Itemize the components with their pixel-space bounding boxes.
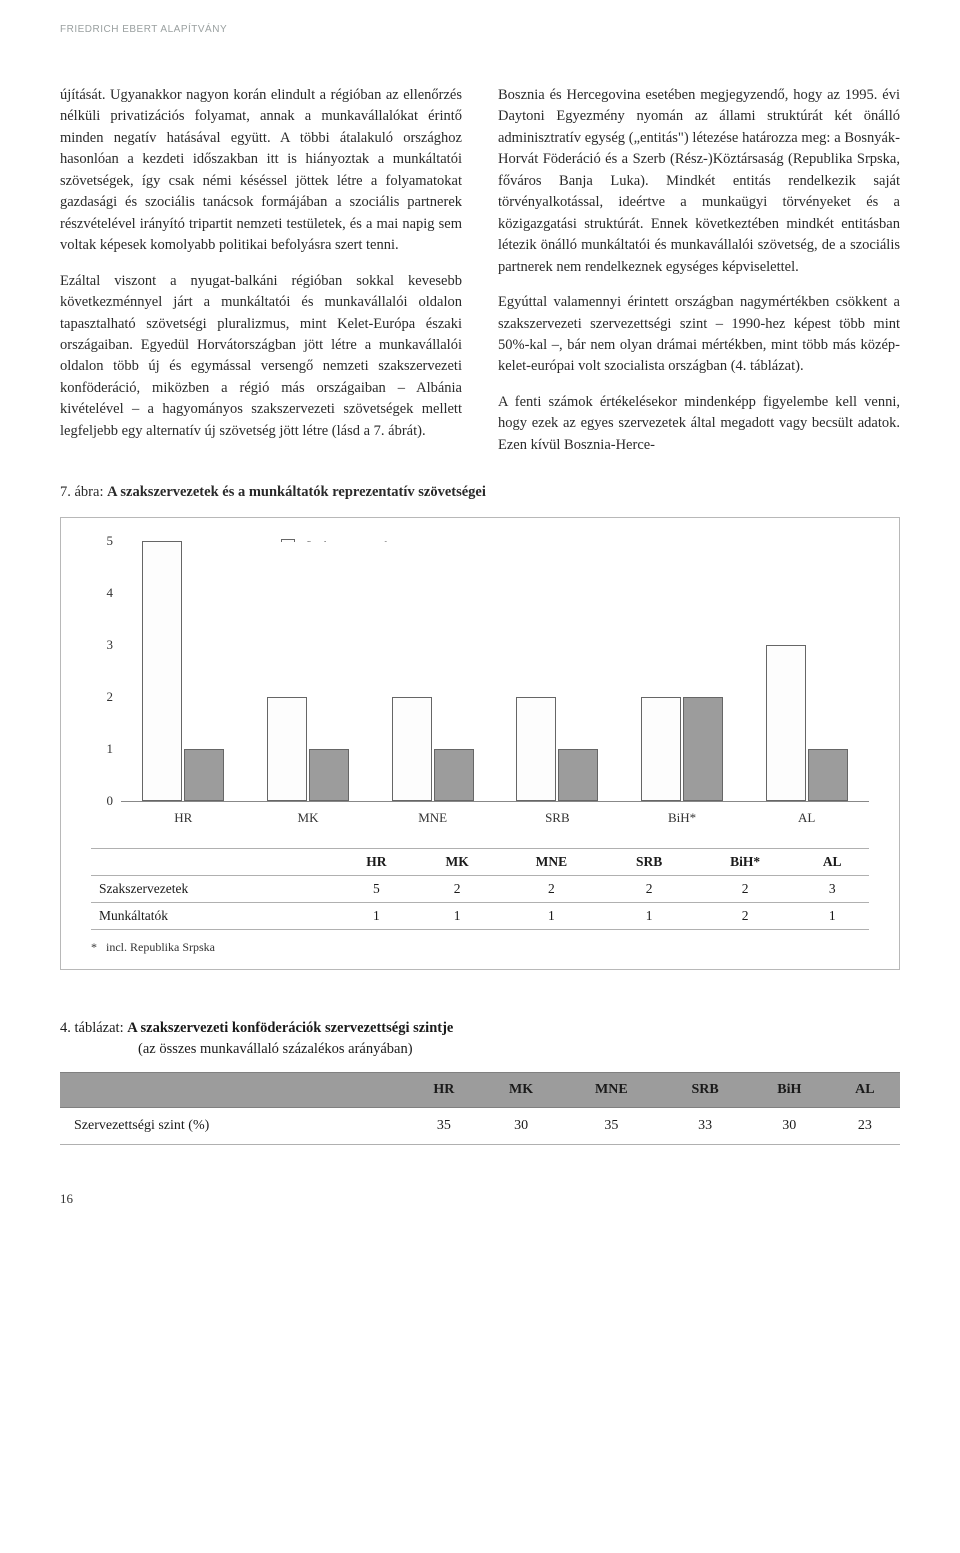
chart-area: 012345 HRMKMNESRBBiH*AL xyxy=(121,542,869,842)
xlabel: HR xyxy=(121,810,246,826)
table-4-title: 4. táblázat: A szakszervezeti konföderác… xyxy=(60,1020,900,1037)
data-table-header-row: HRMKMNESRBBiH*AL xyxy=(91,849,869,876)
bar-employers xyxy=(808,749,848,801)
bar-unions xyxy=(766,645,806,801)
chart-plot: 012345 xyxy=(121,542,869,802)
right-paragraph-2: Egyúttal valamennyi érintett országban n… xyxy=(498,292,900,378)
table-4-header-cell xyxy=(60,1073,407,1108)
ytick-label: 3 xyxy=(93,637,113,653)
xlabel: SRB xyxy=(495,810,620,826)
table-4-cell: 23 xyxy=(830,1108,900,1145)
data-table-cell: 1 xyxy=(415,903,499,930)
data-table-header-cell: SRB xyxy=(603,849,695,876)
bar-employers xyxy=(558,749,598,801)
bar-employers xyxy=(683,697,723,801)
data-table-cell: 5 xyxy=(338,876,415,903)
table-4-header-cell: AL xyxy=(830,1073,900,1108)
table-4-header-cell: BiH xyxy=(749,1073,830,1108)
bar-unions xyxy=(142,541,182,801)
table-4: HRMKMNESRBBiHAL Szervezettségi szint (%)… xyxy=(60,1072,900,1145)
xlabel: MNE xyxy=(370,810,495,826)
table-4-cell: 30 xyxy=(749,1108,830,1145)
bar-group xyxy=(744,542,869,801)
data-table-cell: 3 xyxy=(795,876,869,903)
data-table-header-cell: AL xyxy=(795,849,869,876)
table-4-cell: 33 xyxy=(661,1108,749,1145)
table-4-cell: 35 xyxy=(561,1108,661,1145)
left-column: újítását. Ugyanakkor nagyon korán elindu… xyxy=(60,85,462,456)
bar-unions xyxy=(392,697,432,801)
bar-employers xyxy=(434,749,474,801)
data-table-cell: Szakszervezetek xyxy=(91,876,338,903)
data-table-cell: 2 xyxy=(499,876,603,903)
table-4-header-cell: HR xyxy=(407,1073,481,1108)
bar-unions xyxy=(516,697,556,801)
chart-footnote: * incl. Republika Srpska xyxy=(91,940,869,955)
xlabel: MK xyxy=(246,810,371,826)
ytick-label: 5 xyxy=(93,533,113,549)
table-4-header-cell: MNE xyxy=(561,1073,661,1108)
data-table-cell: 2 xyxy=(603,876,695,903)
data-table-header-cell: HR xyxy=(338,849,415,876)
ytick-label: 2 xyxy=(93,689,113,705)
table-4-prefix: 4. táblázat: xyxy=(60,1020,127,1036)
data-table-cell: 2 xyxy=(695,876,796,903)
data-table-cell: 1 xyxy=(338,903,415,930)
bar-employers xyxy=(309,749,349,801)
body-columns: újítását. Ugyanakkor nagyon korán elindu… xyxy=(60,85,900,456)
data-table-cell: 1 xyxy=(499,903,603,930)
figure-7-title-bold: A szakszervezetek és a munkáltatók repre… xyxy=(107,484,486,500)
table-4-header-row: HRMKMNESRBBiHAL xyxy=(60,1073,900,1108)
data-table-cell: 1 xyxy=(603,903,695,930)
table-4-cell: Szervezettségi szint (%) xyxy=(60,1108,407,1145)
ytick-label: 1 xyxy=(93,741,113,757)
table-4-subtitle: (az összes munkavállaló százalékos arány… xyxy=(138,1041,900,1058)
data-table-header-blank xyxy=(91,849,338,876)
chart-data-table: HRMKMNESRBBiH*AL Szakszervezetek522223 M… xyxy=(91,848,869,930)
right-paragraph-1: Bosznia és Hercegovina esetében megjegyz… xyxy=(498,85,900,278)
bar-group xyxy=(495,542,620,801)
ytick-label: 0 xyxy=(93,793,113,809)
xlabel: BiH* xyxy=(620,810,745,826)
right-column: Bosznia és Hercegovina esetében megjegyz… xyxy=(498,85,900,456)
table-4-header-cell: MK xyxy=(481,1073,562,1108)
bar-unions xyxy=(267,697,307,801)
figure-7-chart: Szakszervezetek Munkáltatók 012345 HRMKM… xyxy=(60,517,900,970)
right-paragraph-3: A fenti számok értékelésekor mindenképp … xyxy=(498,392,900,456)
left-paragraph-1: újítását. Ugyanakkor nagyon korán elindu… xyxy=(60,85,462,257)
footnote-text: incl. Republika Srpska xyxy=(106,940,215,954)
table-4-cell: 30 xyxy=(481,1108,562,1145)
page-number: 16 xyxy=(60,1191,900,1207)
data-table-cell: Munkáltatók xyxy=(91,903,338,930)
data-table-cell: 1 xyxy=(795,903,869,930)
figure-7-prefix: 7. ábra: xyxy=(60,484,107,500)
table-4-title-bold: A szakszervezeti konföderációk szervezet… xyxy=(127,1020,453,1036)
figure-7-title: 7. ábra: A szakszervezetek és a munkálta… xyxy=(60,484,900,501)
xlabel: AL xyxy=(744,810,869,826)
bar-unions xyxy=(641,697,681,801)
data-table-cell: 2 xyxy=(695,903,796,930)
ytick-label: 4 xyxy=(93,585,113,601)
bar-group xyxy=(370,542,495,801)
chart-xlabels: HRMKMNESRBBiH*AL xyxy=(121,810,869,826)
data-table-cell: 2 xyxy=(415,876,499,903)
bar-group xyxy=(246,542,371,801)
data-table-header-cell: BiH* xyxy=(695,849,796,876)
data-table-header-cell: MK xyxy=(415,849,499,876)
page-header: FRIEDRICH EBERT ALAPÍTVÁNY xyxy=(60,24,900,35)
table-4-header-cell: SRB xyxy=(661,1073,749,1108)
data-table-row-unions: Szakszervezetek522223 xyxy=(91,876,869,903)
table-4-data-row: Szervezettségi szint (%)353035333023 xyxy=(60,1108,900,1145)
data-table-row-employers: Munkáltatók111121 xyxy=(91,903,869,930)
left-paragraph-2: Ezáltal viszont a nyugat-balkáni régióba… xyxy=(60,271,462,443)
bar-employers xyxy=(184,749,224,801)
data-table-header-cell: MNE xyxy=(499,849,603,876)
bar-group xyxy=(121,542,246,801)
footnote-asterisk: * xyxy=(91,940,97,954)
bar-group xyxy=(620,542,745,801)
table-4-cell: 35 xyxy=(407,1108,481,1145)
